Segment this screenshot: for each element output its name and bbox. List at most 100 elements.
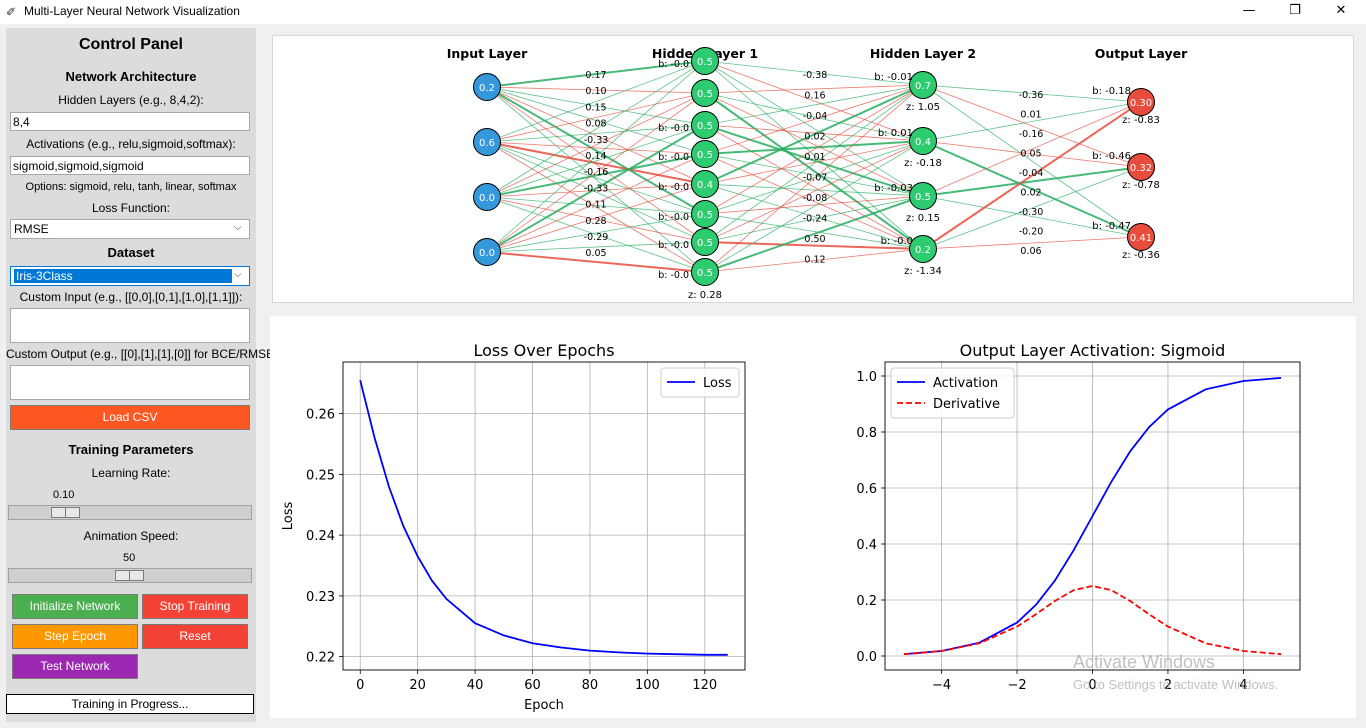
neuron-value: 0.5 — [697, 150, 713, 161]
weight-label: 0.28 — [585, 216, 606, 227]
weight-edge — [486, 86, 706, 273]
weight-label: 0.50 — [804, 234, 825, 245]
x-tick-label: 20 — [409, 678, 426, 693]
status-label: Training in Progress... — [6, 694, 254, 714]
weight-edge — [704, 153, 924, 250]
weight-label: 0.15 — [585, 102, 606, 113]
weight-edge — [486, 141, 706, 273]
y-tick-label: 0.24 — [306, 529, 335, 544]
plot-frame — [342, 361, 746, 671]
plot-frame — [884, 361, 1301, 671]
animation-speed-trough[interactable] — [8, 568, 252, 583]
weight-edge — [704, 124, 924, 250]
neuron-bias: b: -0.47 — [1092, 221, 1131, 232]
weight-edge — [922, 195, 1142, 238]
weight-edge — [922, 140, 1142, 168]
neuron-bias: b: -0.0 — [658, 270, 689, 281]
load-csv-button[interactable]: Load CSV — [10, 405, 250, 430]
neuron-bias: b: -0.46 — [1092, 151, 1131, 162]
weight-edge — [486, 92, 706, 143]
weight-edge — [704, 195, 924, 243]
feather-icon: ✐ — [6, 5, 17, 19]
custom-input-field[interactable] — [10, 308, 250, 343]
dataset-select[interactable]: Iris-3Class ⌵ — [10, 266, 250, 286]
hidden-layers-input[interactable]: 8,4 — [10, 112, 250, 131]
neuron — [691, 47, 719, 75]
weight-edge — [922, 166, 1142, 197]
weight-edge — [486, 141, 706, 155]
weight-label: 0.01 — [804, 152, 825, 163]
neuron-value: 0.0 — [479, 193, 495, 204]
learning-rate-trough[interactable] — [8, 505, 252, 520]
weight-edge — [486, 196, 706, 243]
step-epoch-button[interactable]: Step Epoch — [12, 624, 138, 649]
neuron-z: z: -0.83 — [1122, 115, 1160, 126]
chart-2: −4 −2 0 2 4 0.0 0.2 0.4 0.6 0.8 1.0 Output Layer Ac… — [856, 341, 1301, 693]
initialize-network-button[interactable]: Initialize Network — [12, 594, 138, 619]
neuron-value: 0.5 — [697, 210, 713, 221]
weight-edge — [704, 60, 924, 86]
reset-button[interactable]: Reset — [142, 624, 248, 649]
weight-edge — [922, 101, 1142, 197]
y-tick-label: 0.26 — [306, 408, 335, 423]
neuron — [473, 238, 501, 266]
x-tick-label: 0 — [356, 678, 364, 693]
chart-title: Loss Over Epochs — [473, 341, 614, 360]
custom-output-label: Custom Output (e.g., [[0],[1],[1],[0]] f… — [6, 347, 275, 361]
animation-speed-thumb[interactable] — [115, 570, 144, 581]
weight-edge — [704, 60, 924, 197]
neuron-value: 0.41 — [1130, 233, 1152, 244]
weight-edge — [922, 236, 1142, 250]
weight-edge — [486, 196, 706, 215]
neuron-value: 0.6 — [479, 138, 495, 149]
weight-edge — [704, 248, 924, 273]
legend-box — [660, 367, 740, 398]
weight-edge — [704, 84, 924, 243]
neuron — [1127, 153, 1155, 181]
y-tick-label: 0.25 — [306, 468, 335, 483]
neuron-value: 0.0 — [479, 248, 495, 259]
weight-edge — [704, 183, 924, 197]
legend-label: Derivative — [933, 397, 1000, 412]
weight-edge — [486, 86, 706, 215]
custom-output-field[interactable] — [10, 365, 250, 400]
neuron-z: z: 0.28 — [688, 290, 722, 301]
weight-edge — [486, 60, 706, 253]
close-button[interactable]: ✕ — [1335, 3, 1347, 18]
plots-figure: 0 20 40 60 80 100 1200.220.230.240.250.26Loss … — [281, 341, 1301, 713]
neuron-value: 0.5 — [697, 121, 713, 132]
learning-rate-slider[interactable]: 0.10 — [6, 484, 256, 524]
neuron-value: 0.5 — [915, 192, 931, 203]
y-tick-label: 0.0 — [856, 650, 877, 665]
y-tick-label: 0.22 — [306, 651, 335, 666]
minimize-button[interactable]: — — [1242, 3, 1256, 18]
chart-title: Output Layer Activation: Sigmoid — [960, 341, 1226, 360]
legend-label: Activation — [933, 376, 998, 391]
weight-label: -0.33 — [584, 135, 609, 146]
neuron — [691, 228, 719, 256]
y-tick-label: 0.2 — [856, 594, 877, 609]
loss-function-select[interactable]: RMSE ⌵ — [10, 219, 250, 239]
weight-labels: 0.17 0.10 0.15 0.08 -0.33 0.14 -0.16 -0.33 0.11 0… — [584, 70, 1044, 266]
dataset-value: Iris-3Class — [14, 269, 232, 283]
weight-edge — [704, 60, 924, 250]
weight-edge — [922, 166, 1142, 250]
activation-options-text: Options: sigmoid, relu, tanh, linear, so… — [25, 181, 237, 193]
stop-training-button[interactable]: Stop Training — [142, 594, 248, 619]
maximize-button[interactable]: ❐ — [1289, 3, 1301, 18]
chart-1: 0 20 40 60 80 100 120 0.22 0.23 0.24 0.25 0.26 Loss … — [281, 341, 746, 713]
test-network-button[interactable]: Test Network — [12, 654, 138, 679]
activations-label: Activations (e.g., relu,sigmoid,softmax)… — [26, 137, 236, 151]
weight-edge — [704, 140, 924, 155]
legend-label: Loss — [703, 376, 732, 391]
activations-input[interactable]: sigmoid,sigmoid,sigmoid — [10, 156, 250, 175]
animation-speed-slider[interactable]: 50 — [6, 547, 256, 587]
plots-canvas: 0 20 40 60 80 100 120 0.22 0.23 0.24 0.25 0.26 Loss … — [270, 316, 1356, 718]
weight-edge — [486, 141, 706, 185]
neuron-bias: b: -0.18 — [1092, 86, 1131, 97]
learning-rate-thumb[interactable] — [51, 507, 81, 518]
weight-edge — [486, 141, 706, 215]
series-line-loss — [359, 379, 728, 656]
x-axis-label: Epoch — [524, 698, 564, 713]
weight-edge — [704, 140, 924, 273]
